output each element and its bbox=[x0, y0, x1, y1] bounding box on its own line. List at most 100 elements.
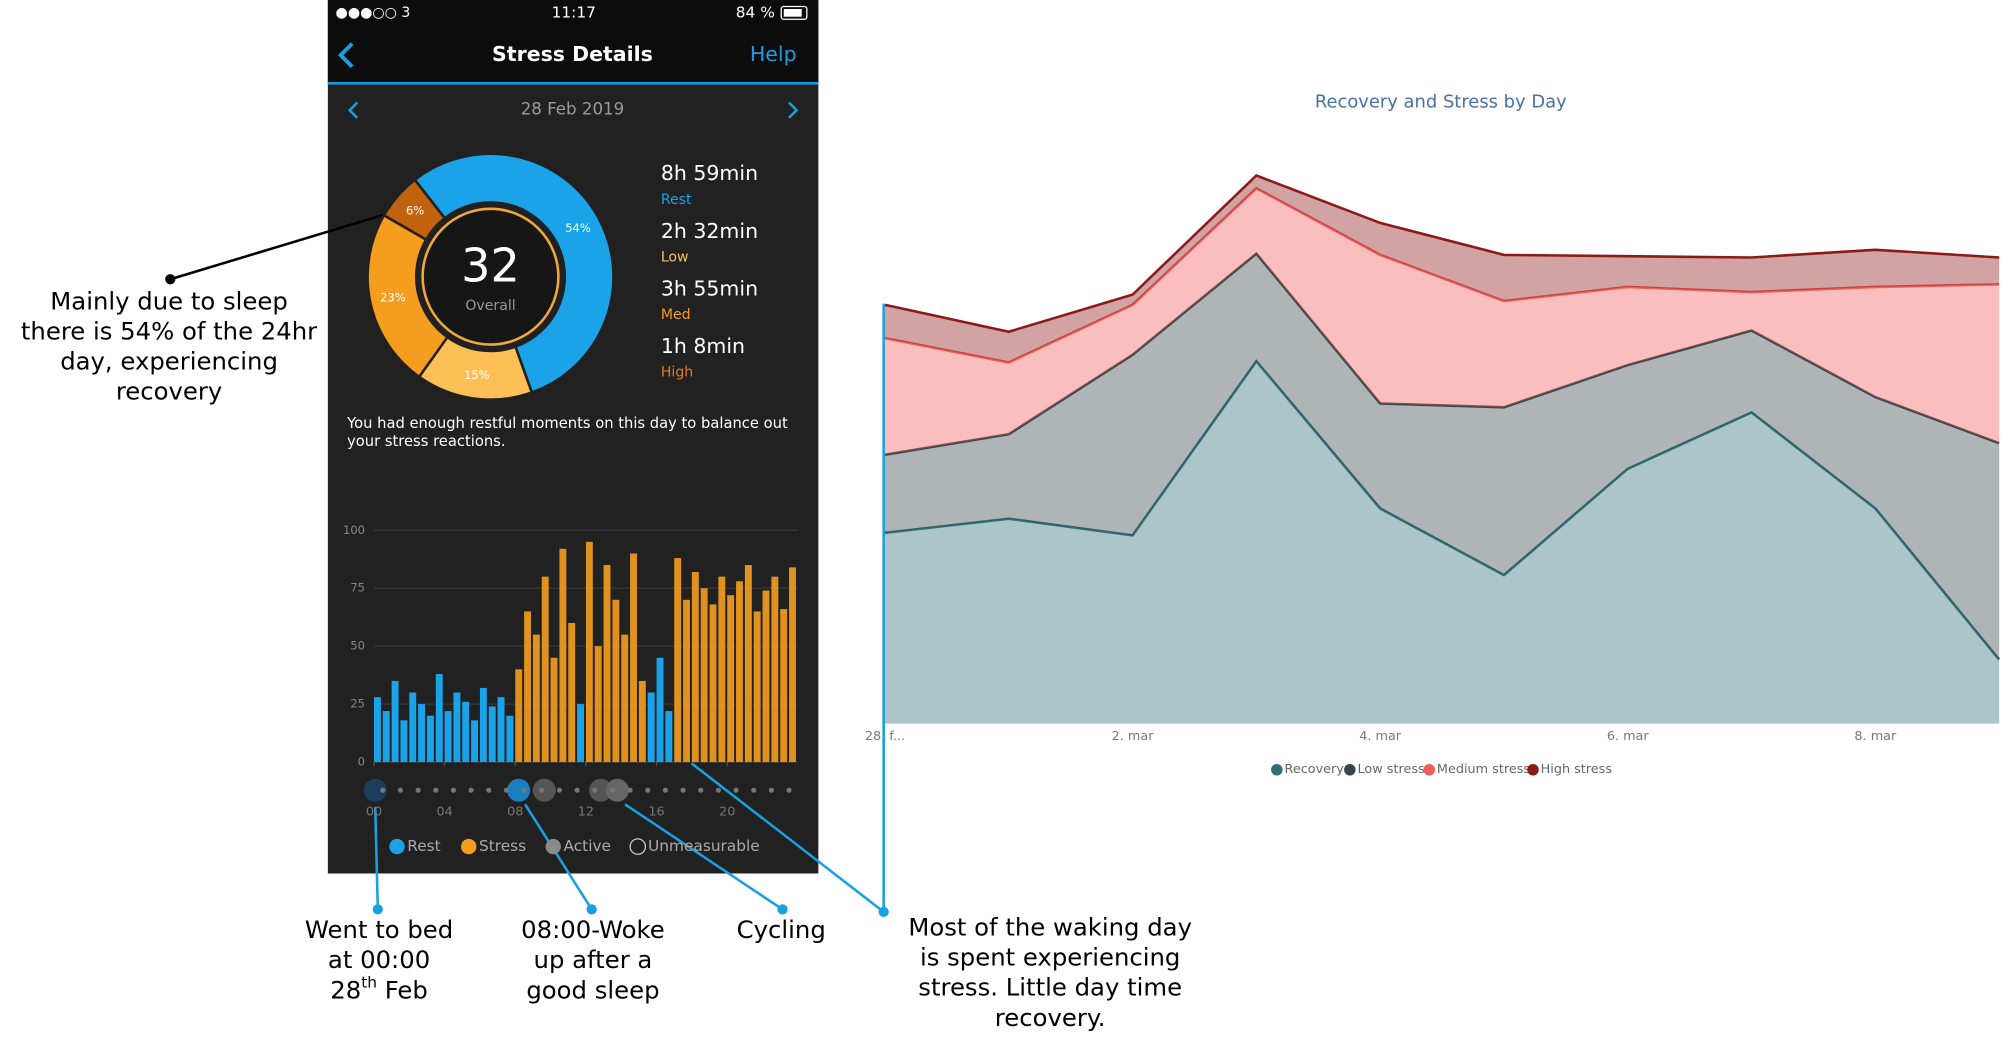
bike-icon bbox=[589, 778, 613, 802]
annotation-line: up after a bbox=[534, 945, 653, 974]
bar bbox=[621, 634, 629, 763]
leader-dots bbox=[372, 904, 889, 918]
annotation-line: 28th Feb bbox=[330, 973, 428, 1004]
legend-label: Active bbox=[564, 837, 612, 855]
annotation-sup: th bbox=[361, 973, 377, 991]
back-button[interactable] bbox=[337, 42, 354, 69]
leader-line bbox=[690, 762, 885, 913]
battery-level: 84 % bbox=[736, 3, 775, 21]
leader-line bbox=[524, 803, 593, 911]
timeline-dot bbox=[751, 787, 757, 793]
date: 28 Feb 2019 bbox=[521, 100, 624, 119]
donut-segment bbox=[413, 152, 615, 395]
legend-label: Medium stress bbox=[1437, 762, 1530, 777]
message-line: You had enough restful moments on this d… bbox=[346, 415, 788, 432]
x-tick-label: 08 bbox=[507, 805, 523, 820]
segment-label: 6% bbox=[406, 204, 424, 218]
x-tick-label: 00 bbox=[366, 805, 382, 820]
y-tick-label: 50 bbox=[350, 639, 365, 653]
score-label: Overall bbox=[465, 298, 515, 314]
annotation-line: there is 54% of the 24hr bbox=[21, 316, 317, 345]
timeline-dot bbox=[574, 787, 580, 793]
timeline-dot bbox=[539, 787, 545, 793]
next-day[interactable] bbox=[787, 101, 799, 119]
area-line bbox=[884, 359, 2001, 661]
leader-dot bbox=[878, 906, 889, 918]
legend-swatch bbox=[545, 838, 561, 855]
y-tick-label: 25 bbox=[350, 697, 365, 711]
bar bbox=[488, 706, 496, 763]
bar bbox=[630, 553, 637, 763]
bar bbox=[780, 609, 788, 763]
area-line bbox=[884, 251, 2000, 456]
help-button[interactable]: Help bbox=[750, 42, 797, 66]
stat-duration: 8h 59min bbox=[661, 161, 758, 185]
x-tick-label: 2. mar bbox=[1112, 729, 1155, 744]
x-tick-label: 6. mar bbox=[1607, 729, 1650, 744]
legend-label: Recovery bbox=[1285, 762, 1345, 777]
timeline-dot bbox=[609, 787, 615, 793]
segment-label: 23% bbox=[380, 290, 406, 304]
legend-label: Unmeasurable bbox=[648, 837, 760, 855]
annotation-day: 28 bbox=[330, 975, 361, 1004]
bar bbox=[736, 581, 743, 763]
alarm-icon bbox=[507, 778, 531, 802]
bar bbox=[444, 711, 452, 763]
timeline-dot bbox=[698, 787, 704, 793]
area-band bbox=[884, 175, 2000, 363]
legend-swatch bbox=[1527, 763, 1539, 776]
screen-title: Stress Details bbox=[492, 42, 653, 66]
x-tick-label: 04 bbox=[436, 805, 452, 820]
bar bbox=[700, 588, 708, 763]
bike-icon bbox=[605, 778, 629, 802]
segment-label: 54% bbox=[565, 221, 591, 235]
bar bbox=[550, 657, 558, 763]
bar bbox=[409, 692, 417, 763]
bar bbox=[612, 599, 620, 763]
timeline-dot bbox=[733, 787, 739, 793]
annotation-line: at 00:00 bbox=[328, 945, 430, 974]
bar bbox=[559, 548, 567, 763]
timeline-dot bbox=[468, 787, 474, 793]
area-line bbox=[884, 186, 2000, 364]
bar bbox=[497, 697, 505, 763]
timeline-dot bbox=[645, 787, 651, 793]
y-tick-label: 0 bbox=[358, 755, 365, 769]
prev-day[interactable] bbox=[347, 101, 359, 119]
bar bbox=[515, 669, 523, 763]
bar bbox=[524, 611, 532, 763]
annotation-line: good sleep bbox=[526, 975, 659, 1004]
annotation-line: 08:00-Woke bbox=[521, 915, 665, 944]
x-tick-label: 4. mar bbox=[1359, 729, 1402, 744]
donut-segment bbox=[382, 178, 447, 242]
bar bbox=[647, 692, 655, 763]
annotation-line: Most of the waking day bbox=[908, 913, 1192, 942]
bar bbox=[577, 704, 584, 763]
bar bbox=[771, 576, 779, 763]
annotation-line: day, experiencing bbox=[60, 346, 278, 375]
timeline-dot bbox=[715, 787, 721, 793]
annotation-line: is spent experiencing bbox=[920, 943, 1180, 972]
x-tick-label: 20 bbox=[719, 805, 735, 820]
legend-label: Rest bbox=[407, 837, 440, 855]
timeline-dot bbox=[433, 787, 439, 793]
timeline-dot bbox=[786, 787, 792, 793]
annotation-line: stress. Little day time bbox=[918, 973, 1182, 1002]
area-band bbox=[884, 188, 2000, 455]
nav-bar bbox=[327, 0, 819, 84]
bar bbox=[638, 680, 646, 763]
area-line bbox=[884, 174, 2000, 334]
bar bbox=[753, 611, 761, 763]
legend-swatch bbox=[629, 838, 647, 855]
score: 32 bbox=[461, 239, 520, 293]
battery-icon bbox=[780, 5, 808, 20]
bar bbox=[435, 673, 443, 763]
legend-label: Stress bbox=[479, 837, 526, 855]
timeline-dot bbox=[627, 787, 633, 793]
bar bbox=[594, 646, 602, 763]
timeline-dot bbox=[380, 787, 386, 793]
bar bbox=[453, 692, 461, 763]
bar bbox=[373, 697, 381, 763]
bar bbox=[400, 720, 408, 763]
